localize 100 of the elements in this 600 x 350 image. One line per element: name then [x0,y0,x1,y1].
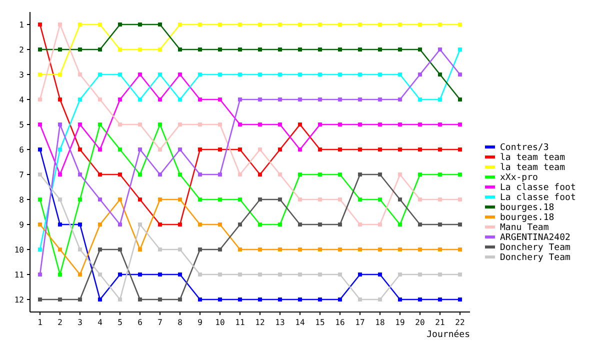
point [98,72,102,76]
point [138,98,142,102]
point [458,248,462,252]
x-tick-label: 9 [198,318,203,327]
x-tick-label: 1 [38,318,43,327]
point [38,98,42,102]
point [418,272,422,276]
point [258,172,262,176]
y-tick-label: 12 [14,296,24,304]
point [378,122,382,126]
point [418,248,422,252]
point [38,172,42,176]
point [458,272,462,276]
point [78,72,82,76]
legend-label: Donchery Team [500,243,570,253]
point [78,172,82,176]
point [118,148,122,152]
point [118,248,122,252]
x-tick-label: 5 [118,318,123,327]
point [298,48,302,52]
point [238,222,242,226]
point [178,148,182,152]
point [178,72,182,76]
point [198,48,202,52]
point [298,148,302,152]
point [258,248,262,252]
point [298,172,302,176]
point [158,198,162,202]
point [118,222,122,226]
point [218,22,222,26]
point [378,148,382,152]
point [238,272,242,276]
point [98,198,102,202]
point [358,22,362,26]
point [318,22,322,26]
point [78,198,82,202]
point [158,248,162,252]
point [58,48,62,52]
point [78,298,82,302]
point [198,272,202,276]
point [398,72,402,76]
point [258,222,262,226]
point [38,272,42,276]
point [398,198,402,202]
point [178,22,182,26]
x-tick-label: 12 [255,318,265,327]
point [78,148,82,152]
point [218,148,222,152]
point [398,122,402,126]
point [278,22,282,26]
point [138,172,142,176]
x-tick-label: 18 [375,318,385,327]
legend-label: la team team [500,153,566,163]
point [318,198,322,202]
point [238,172,242,176]
x-tick-label: 15 [315,318,325,327]
x-tick-label: 8 [178,318,183,327]
point [358,272,362,276]
point [158,172,162,176]
point [118,198,122,202]
point [258,272,262,276]
point [98,222,102,226]
point [178,48,182,52]
point [298,72,302,76]
point [198,172,202,176]
point [138,248,142,252]
point [378,298,382,302]
point [138,222,142,226]
y-tick-label: 3 [19,70,24,80]
y-tick-label: 2 [19,46,24,54]
point [38,72,42,76]
point [418,72,422,76]
point [318,248,322,252]
legend-label: Manu Team [500,223,549,233]
point [198,122,202,126]
point [238,248,242,252]
x-tick-label: 2 [58,318,63,327]
point [138,198,142,202]
point [398,272,402,276]
point [398,48,402,52]
point [358,172,362,176]
point [418,98,422,102]
point [118,48,122,52]
point [158,298,162,302]
point [418,48,422,52]
point [218,122,222,126]
point [58,222,62,226]
point [278,72,282,76]
y-tick-label: 10 [14,246,24,254]
point [438,272,442,276]
x-tick-label: 10 [215,318,225,327]
point [118,122,122,126]
legend-label: bourges.18 [500,203,554,213]
point [278,48,282,52]
point [218,98,222,102]
point [218,248,222,252]
point [338,298,342,302]
point [218,298,222,302]
y-tick-label: 11 [14,270,24,280]
point [38,148,42,152]
